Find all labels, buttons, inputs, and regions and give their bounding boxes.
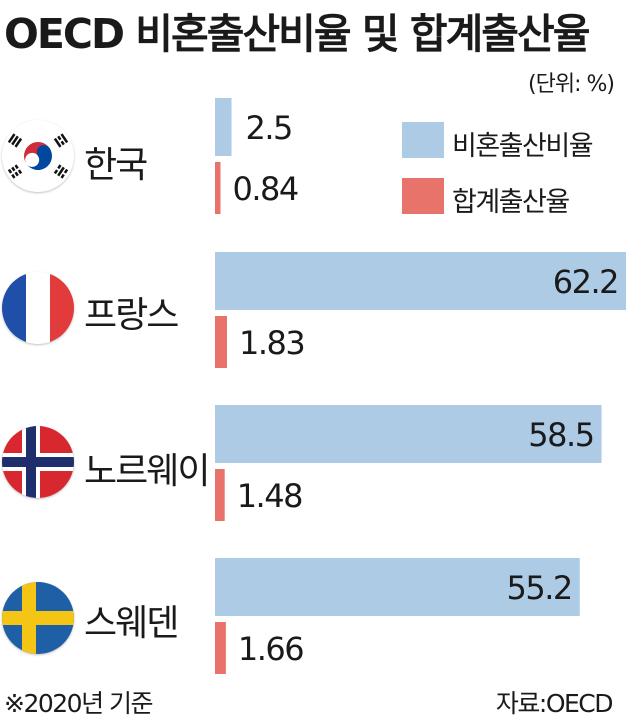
chart-title: OECD 비혼출산비율 및 합계출산율 bbox=[4, 10, 590, 58]
bar-fertility-2 bbox=[215, 469, 225, 521]
label-nonmarital-3: 55.2 bbox=[506, 569, 571, 607]
country-name-france: 프랑스 bbox=[84, 295, 179, 336]
legend-label-nonmarital: 비혼출산비율 bbox=[452, 131, 594, 162]
bar-fertility-3 bbox=[215, 622, 226, 674]
legend-swatch-nonmarital bbox=[402, 122, 444, 158]
country-norway: 노르웨이 bbox=[0, 416, 210, 506]
bar-nonmarital-1 bbox=[215, 252, 626, 310]
country-korea: 한국 bbox=[0, 112, 210, 202]
bar-fertility-0 bbox=[215, 162, 221, 214]
country-name-korea: 한국 bbox=[84, 145, 148, 186]
country-name-norway: 노르웨이 bbox=[84, 451, 210, 492]
legend-label-fertility: 합계출산율 bbox=[452, 187, 570, 218]
label-nonmarital-0: 2.5 bbox=[246, 109, 292, 147]
label-nonmarital-2: 58.5 bbox=[528, 416, 593, 454]
bar-fertility-1 bbox=[215, 316, 227, 368]
label-fertility-2: 1.48 bbox=[237, 477, 302, 515]
sweden-flag-icon bbox=[2, 582, 74, 654]
label-fertility-0: 0.84 bbox=[233, 170, 298, 208]
country-france: 프랑스 bbox=[0, 264, 210, 354]
label-fertility-1: 1.83 bbox=[239, 324, 304, 362]
footnote: ※2020년 기준 bbox=[4, 689, 154, 718]
bar-nonmarital-0 bbox=[215, 98, 232, 156]
label-fertility-3: 1.66 bbox=[238, 630, 303, 668]
unit-label: (단위: %) bbox=[528, 72, 615, 97]
legend-swatch-fertility bbox=[402, 178, 444, 214]
country-name-sweden: 스웨덴 bbox=[84, 603, 179, 644]
south-korea-flag-icon bbox=[2, 120, 74, 192]
country-sweden: 스웨덴 bbox=[0, 570, 210, 660]
label-nonmarital-1: 62.2 bbox=[553, 263, 618, 301]
bar-nonmarital-3 bbox=[215, 558, 580, 616]
source-note: 자료:OECD bbox=[495, 689, 614, 718]
bar-nonmarital-2 bbox=[215, 405, 602, 463]
norway-flag-icon bbox=[2, 426, 74, 498]
